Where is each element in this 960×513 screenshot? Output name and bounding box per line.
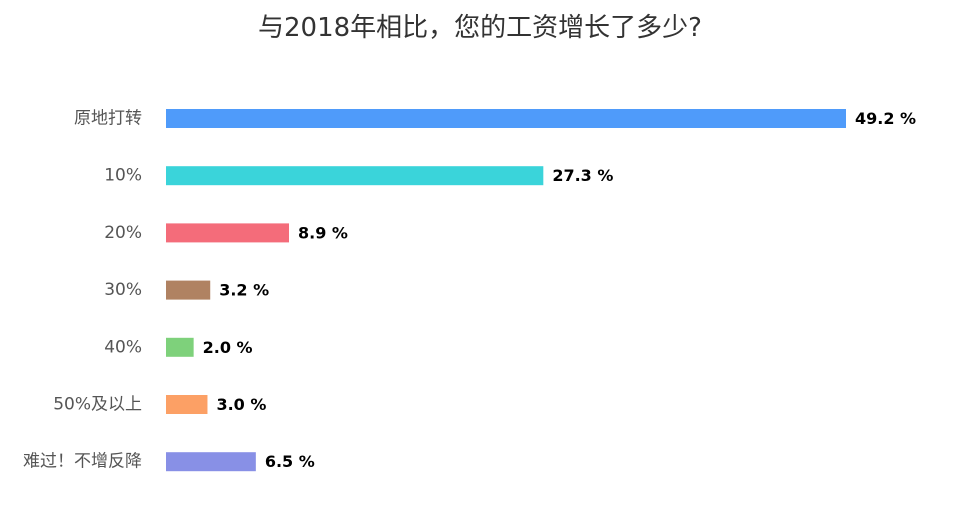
value-label: 49.2 %: [855, 109, 916, 128]
value-label: 3.2 %: [219, 281, 269, 300]
bar: [166, 337, 194, 357]
category-label: 10%: [104, 166, 142, 186]
bar: [166, 223, 290, 243]
value-label: 2.0 %: [203, 338, 253, 357]
category-label: 50%及以上: [53, 395, 142, 415]
value-label: 6.5 %: [265, 452, 315, 471]
category-label: 原地打转: [74, 109, 142, 129]
category-label: 40%: [104, 337, 142, 357]
value-label: 3.0 %: [216, 395, 266, 414]
bar: [166, 280, 211, 300]
category-label: 30%: [104, 280, 142, 300]
bar: [166, 395, 208, 414]
bar: [166, 166, 544, 186]
bar: [166, 452, 256, 472]
value-label: 27.3 %: [552, 166, 613, 185]
bar: [166, 109, 846, 128]
category-label: 难过！不增反降: [23, 452, 142, 472]
chart-title: 与2018年相比，您的工资增长了多少?: [258, 13, 702, 43]
category-label: 20%: [104, 223, 142, 243]
value-label: 8.9 %: [298, 223, 348, 242]
